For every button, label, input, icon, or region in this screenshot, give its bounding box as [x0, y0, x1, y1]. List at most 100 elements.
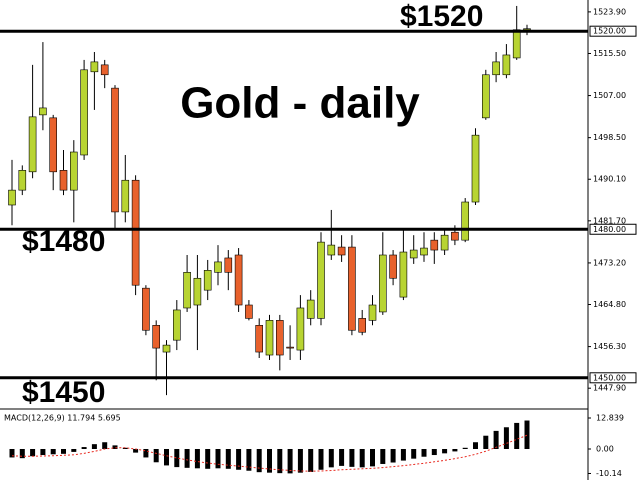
candle-body [70, 151, 78, 191]
candle-body [265, 320, 274, 356]
level-label: 1450.00 [593, 373, 626, 382]
histogram-bar [19, 448, 25, 459]
level-label-box [589, 223, 637, 235]
histogram-bar [411, 448, 417, 459]
y-tick-label: 1507.00 [593, 91, 626, 100]
level-label: 1520.00 [593, 27, 626, 36]
candle-body [203, 270, 212, 291]
candle-body [430, 239, 439, 251]
histogram-bar [50, 448, 56, 455]
histogram-bar [71, 448, 77, 452]
histogram-bar [102, 442, 108, 449]
candle-body [502, 54, 511, 76]
y-tick-label: 1515.50 [593, 49, 626, 58]
candle-body [8, 189, 16, 206]
annotation: $1520 [400, 0, 483, 33]
histogram-bar [215, 448, 221, 469]
candle-body [399, 251, 408, 298]
histogram-bar [349, 448, 355, 467]
histogram-bar [277, 448, 283, 474]
y-tick-label: 1456.30 [593, 342, 626, 351]
candle-body [131, 179, 140, 286]
candle-body [152, 325, 160, 349]
histogram-bar [297, 448, 303, 473]
histogram-bar [514, 422, 520, 449]
histogram-bar [287, 448, 293, 474]
y-tick-label: 1447.90 [593, 384, 626, 393]
histogram-bar [30, 448, 36, 457]
histogram-bar [493, 430, 499, 449]
candle-body [306, 299, 315, 319]
histogram-bar [473, 442, 478, 449]
candle-body [296, 307, 305, 351]
candle-body [481, 74, 490, 119]
candle-body [286, 346, 294, 349]
histogram-bar [81, 447, 87, 449]
histogram-bar [359, 448, 365, 468]
candle-body [275, 320, 284, 356]
candle-body [224, 257, 233, 273]
y-tick-label: 1473.20 [593, 258, 626, 267]
candle-body [337, 246, 346, 256]
histogram-bar [339, 448, 345, 466]
histogram-bar [370, 448, 375, 467]
histogram-bar [122, 447, 128, 449]
histogram-bar [205, 448, 211, 469]
candle-body [111, 87, 119, 213]
y-tick-label: 1498.50 [593, 133, 626, 142]
candle-body [162, 344, 171, 353]
histogram-bar [184, 448, 190, 468]
level-label-box [589, 25, 637, 37]
histogram-bar [236, 448, 242, 470]
histogram-bar [246, 448, 252, 471]
y-tick-label: 0.00 [596, 444, 614, 453]
y-tick-label: 1481.70 [593, 216, 626, 225]
histogram-bar [112, 445, 118, 449]
y-tick-label: 1523.90 [593, 7, 626, 16]
macd-title: MACD(12,26,9) 11.794 5.695 [4, 414, 121, 423]
histogram-bar [400, 448, 406, 461]
histogram-bar [390, 448, 396, 463]
histogram-bar [267, 448, 272, 473]
candle-body [193, 277, 202, 306]
signal-line [11, 434, 528, 472]
candle-body [461, 201, 470, 241]
histogram-bar [431, 448, 437, 456]
histogram-bar [318, 448, 324, 470]
histogram-bar [380, 448, 386, 464]
histogram-bar [442, 448, 448, 454]
candle-body [368, 304, 377, 321]
candle-body [420, 247, 428, 256]
candle-body [471, 134, 480, 203]
histogram-bar [328, 448, 334, 468]
candle-body [173, 309, 181, 341]
y-tick-label: -10.14 [596, 469, 622, 478]
chart-title: Gold - daily [180, 79, 420, 128]
candle-body [59, 170, 68, 191]
candle-body [348, 246, 356, 331]
histogram-bar [308, 448, 314, 472]
candle-body [492, 61, 500, 76]
candle-body [121, 179, 130, 213]
candle-body [378, 254, 387, 313]
histogram-bar [153, 448, 159, 463]
histogram-bar [256, 448, 262, 473]
y-tick-label: 1490.10 [593, 175, 626, 184]
candle-body [214, 261, 222, 273]
candle-body [142, 287, 150, 331]
histogram-bar [40, 448, 46, 456]
histogram-bar [503, 427, 509, 449]
histogram-bar [9, 448, 15, 458]
histogram-bar [143, 448, 149, 458]
candle-body [255, 325, 263, 353]
candle-body [327, 244, 336, 256]
candle-body [451, 231, 459, 241]
histogram-bar [174, 448, 180, 468]
candle-body [234, 254, 243, 306]
histogram-bar [483, 435, 489, 449]
candle-body [358, 318, 367, 333]
y-tick-label: 1464.80 [593, 300, 626, 309]
level-label-box [589, 372, 637, 384]
